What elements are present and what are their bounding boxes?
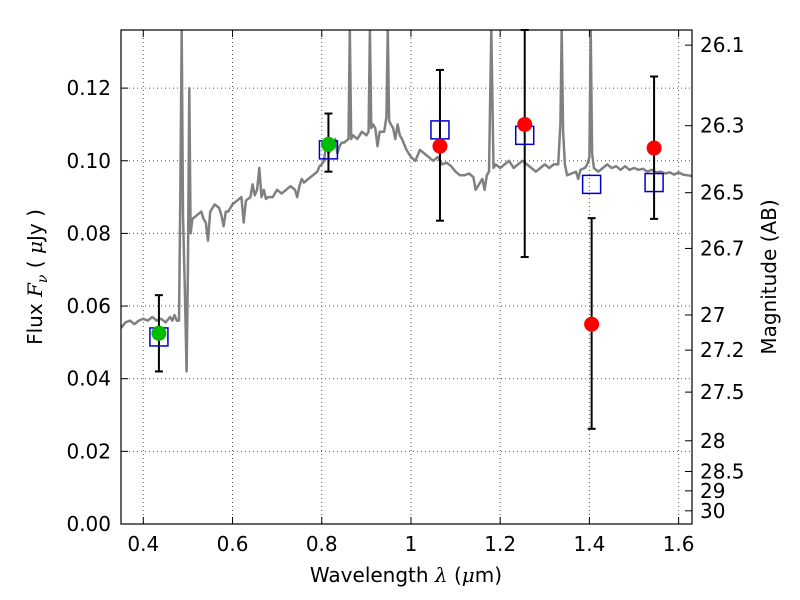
y-axis-title: Flux Fν ( μJy )	[23, 209, 51, 345]
x-tick-label: 0.8	[306, 532, 338, 556]
red-circle-marker	[584, 316, 600, 332]
red-circle-marker	[646, 140, 662, 156]
y2-tick-label: 29	[700, 479, 725, 503]
red-circle-marker	[432, 138, 448, 154]
y2-tick-label: 27	[700, 303, 725, 327]
y-tick-label: 0.10	[66, 149, 111, 173]
errorbar-layer	[154, 29, 659, 430]
x-tick-label: 0.6	[217, 532, 249, 556]
spectrum-layer	[121, 30, 692, 373]
x-tick-label: 1.4	[573, 532, 605, 556]
tick-layer	[121, 30, 692, 525]
x-tick-label: 1.6	[663, 532, 695, 556]
y-tick-label: 0.12	[66, 76, 111, 100]
y2-axis-title: Magnitude (AB)	[757, 199, 781, 354]
tick-labels: 0.4 0.6 0.8 1 1.2 1.4 1.6 0.00 0.02 0.04 0.06 0.08 0…	[66, 33, 744, 556]
y-tick-label: 0.04	[66, 367, 111, 391]
x-tick-label: 0.4	[127, 532, 159, 556]
plot-frame	[120, 29, 693, 525]
y2-tick-label: 26.7	[700, 236, 745, 260]
spectrum-line	[121, 30, 692, 373]
x-tick-label: 1	[405, 532, 418, 556]
y2-tick-label: 27.2	[700, 338, 745, 362]
y-tick-label: 0.06	[66, 294, 111, 318]
plot-border	[120, 29, 693, 525]
y2-tick-label: 27.5	[700, 380, 745, 404]
green-circle-marker	[320, 136, 336, 152]
blue-square-marker	[581, 174, 602, 195]
y2-tick-label: 26.3	[700, 114, 745, 138]
y-tick-label: 0.02	[66, 439, 111, 463]
x-axis-title: Wavelength λ (μm)	[310, 563, 502, 587]
y2-tick-label: 30	[700, 499, 725, 523]
y-tick-label: 0.00	[66, 512, 111, 536]
y2-tick-label: 28	[700, 429, 725, 453]
grid	[121, 30, 692, 525]
x-tick-label: 1.2	[484, 532, 516, 556]
y2-tick-label: 26.1	[700, 33, 745, 57]
green-circle-marker	[151, 325, 167, 341]
red-circle-marker	[517, 116, 533, 132]
y2-tick-label: 28.5	[700, 459, 745, 483]
y-tick-label: 0.08	[66, 221, 111, 245]
y2-tick-label: 26.5	[700, 181, 745, 205]
blue-square-marker	[644, 172, 664, 193]
marker-layer	[149, 116, 664, 347]
